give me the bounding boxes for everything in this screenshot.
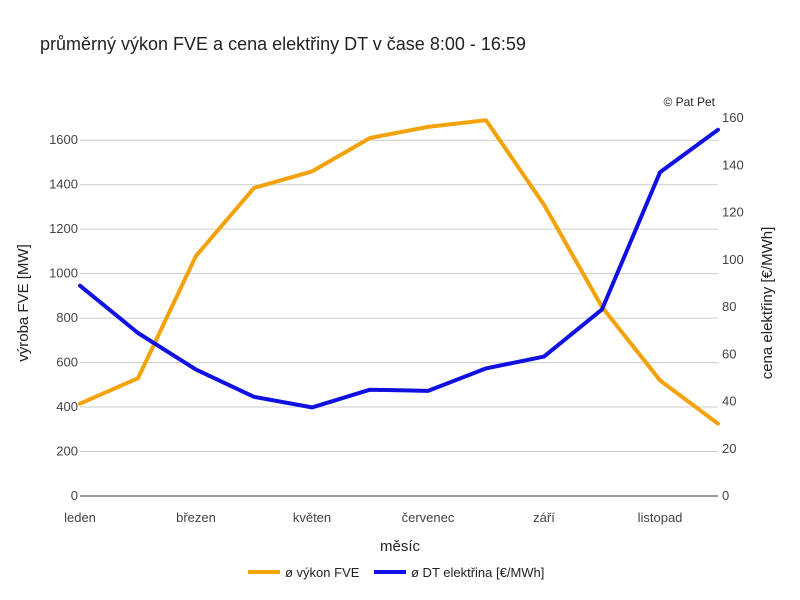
right-tick-label: 100: [722, 252, 744, 267]
right-tick-label: 60: [722, 346, 736, 361]
x-tick-label: listopad: [638, 510, 683, 525]
left-tick-label: 1600: [49, 132, 78, 147]
x-tick-label: leden: [64, 510, 96, 525]
left-tick-label: 200: [56, 444, 78, 459]
right-tick-label: 20: [722, 441, 736, 456]
x-tick-label: září: [533, 510, 555, 525]
left-axis-title: výroba FVE [MW]: [15, 244, 32, 362]
right-tick-label: 160: [722, 110, 744, 125]
left-tick-label: 1200: [49, 221, 78, 236]
left-tick-label: 600: [56, 355, 78, 370]
x-tick-label: červenec: [402, 510, 455, 525]
credit-label: © Pat Pet: [663, 95, 715, 109]
right-tick-label: 40: [722, 394, 736, 409]
series-line-price: [78, 127, 720, 410]
x-tick-label: květen: [293, 510, 331, 525]
left-axis-ticks: 0 200 400 600 800 1000 1200 1400 1600: [49, 132, 78, 503]
right-tick-label: 80: [722, 299, 736, 314]
left-tick-label: 0: [71, 488, 78, 503]
legend-label-price: ø DT elektřina [€/MWh]: [411, 565, 544, 580]
series-line-fve: [78, 118, 720, 426]
right-axis-title: cena elektřiny [€/MWh]: [759, 227, 776, 380]
legend: ø výkon FVE ø DT elektřina [€/MWh]: [248, 565, 544, 580]
left-tick-label: 1000: [49, 266, 78, 281]
left-tick-label: 800: [56, 310, 78, 325]
chart-title: průměrný výkon FVE a cena elektřiny DT v…: [40, 34, 526, 54]
right-axis-ticks: 0 20 40 60 80 100 120 140 160: [722, 110, 744, 503]
series-lines: [78, 118, 720, 426]
left-tick-label: 1400: [49, 177, 78, 192]
x-axis-ticks: leden březen květen červenec září listopad: [64, 510, 682, 525]
right-tick-label: 140: [722, 157, 744, 172]
legend-label-fve: ø výkon FVE: [285, 565, 360, 580]
left-tick-label: 400: [56, 399, 78, 414]
x-axis-title: měsíc: [380, 538, 421, 555]
gridlines: [80, 139, 718, 497]
x-tick-label: březen: [176, 510, 216, 525]
right-tick-label: 120: [722, 205, 744, 220]
right-tick-label: 0: [722, 488, 729, 503]
